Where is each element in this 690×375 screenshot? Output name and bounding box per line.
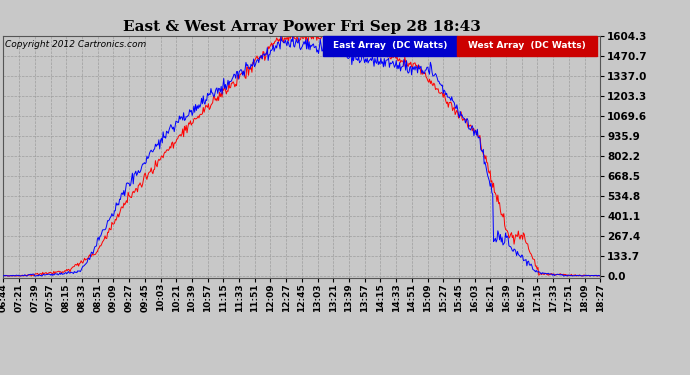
- Text: East Array  (DC Watts): East Array (DC Watts): [333, 41, 447, 50]
- Text: West Array  (DC Watts): West Array (DC Watts): [469, 41, 586, 50]
- Text: Copyright 2012 Cartronics.com: Copyright 2012 Cartronics.com: [5, 40, 146, 50]
- Bar: [457, 36, 598, 56]
- Title: East & West Array Power Fri Sep 28 18:43: East & West Array Power Fri Sep 28 18:43: [123, 21, 481, 34]
- Bar: [323, 36, 457, 56]
